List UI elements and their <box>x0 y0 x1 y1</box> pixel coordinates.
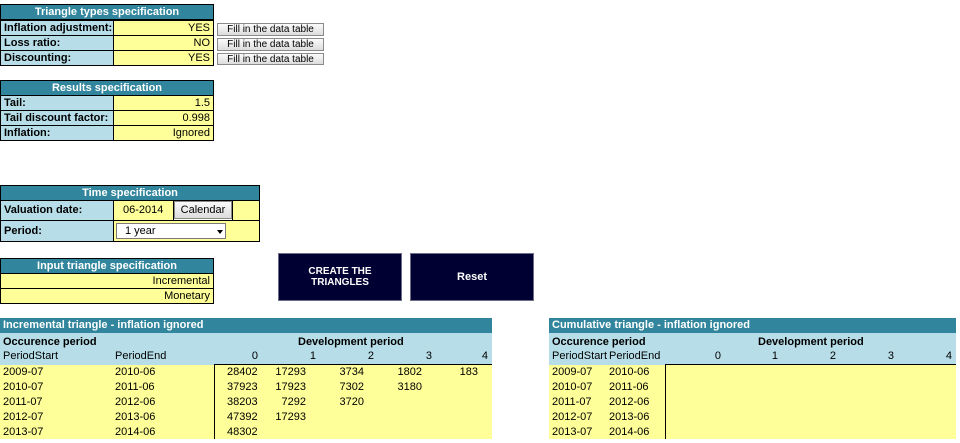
cumulative-col-periodstart: PeriodStart <box>552 350 608 362</box>
cumulative-row-start: 2012-07 <box>552 411 593 423</box>
loss-ratio-label: Loss ratio: <box>0 35 114 51</box>
incremental-row-start: 2011-07 <box>3 396 43 408</box>
incremental-row-end: 2010-06 <box>115 366 156 378</box>
incremental-cell[interactable]: 38203 <box>227 396 258 408</box>
cumulative-row-end: 2011-06 <box>609 381 649 393</box>
cumulative-row-start: 2010-07 <box>552 381 593 393</box>
cumulative-dev-col-1: 1 <box>771 350 778 362</box>
incremental-cell[interactable]: 48302 <box>227 426 258 438</box>
reset-label: Reset <box>457 271 487 283</box>
incremental-row-end: 2013-06 <box>115 411 156 423</box>
incremental-cell[interactable]: 3734 <box>339 366 364 378</box>
incremental-row-end: 2014-06 <box>115 426 156 438</box>
cumulative-row-end: 2010-06 <box>609 366 650 378</box>
tail-discount-factor-label: Tail discount factor: <box>0 110 114 126</box>
incremental-cell[interactable]: 7302 <box>339 381 364 393</box>
loss-ratio-value[interactable]: NO <box>113 35 214 51</box>
incremental-dev-col-0: 0 <box>251 350 258 362</box>
create-triangles-button[interactable]: CREATE THE TRIANGLES <box>278 253 402 301</box>
cumulative-header-border <box>665 364 956 365</box>
incremental-triangle: Incremental triangle - inflation ignored… <box>0 318 492 439</box>
tail-discount-factor-value[interactable]: 0.998 <box>113 110 214 126</box>
valuation-date-label: Valuation date: <box>0 200 114 221</box>
inflation-label: Inflation: <box>0 125 114 141</box>
inflation-value[interactable]: Ignored <box>113 125 214 141</box>
incremental-dev-col-2: 2 <box>367 350 374 362</box>
cumulative-body <box>549 365 956 439</box>
period-select[interactable]: 1 year <box>116 223 226 239</box>
incremental-cell[interactable]: 183 <box>459 366 478 378</box>
cumulative-title: Cumulative triangle - inflation ignored <box>549 318 956 333</box>
incremental-col-periodstart: PeriodStart <box>3 350 59 362</box>
fill-data-table-button-loss-ratio[interactable]: Fill in the data table <box>217 38 324 51</box>
cumulative-dev-col-3: 3 <box>887 350 894 362</box>
incremental-subheader <box>0 333 492 365</box>
triangle-types-title: Triangle types specification <box>0 4 214 20</box>
tail-value[interactable]: 1.5 <box>113 95 214 111</box>
incremental-cell[interactable]: 3720 <box>339 396 364 408</box>
valuation-date-value[interactable]: 06-2014 <box>113 200 174 221</box>
incremental-development-label: Development period <box>298 336 404 348</box>
inflation-adjustment-value[interactable]: YES <box>113 20 214 36</box>
incremental-cell[interactable]: 17293 <box>275 366 306 378</box>
incremental-cell[interactable]: 17923 <box>275 381 306 393</box>
cumulative-values-border <box>665 365 666 439</box>
incremental-row-start: 2010-07 <box>3 381 44 393</box>
incremental-occurrence-label: Occurence period <box>3 336 97 348</box>
input-spec-unit-value[interactable]: Monetary <box>0 288 214 304</box>
input-spec-title: Input triangle specification <box>0 258 214 274</box>
tail-label: Tail: <box>0 95 114 111</box>
incremental-cell[interactable]: 37923 <box>227 381 258 393</box>
fill-data-table-button-discounting[interactable]: Fill in the data table <box>217 53 324 65</box>
incremental-row-start: 2013-07 <box>3 426 44 438</box>
valuation-date-extra-cell <box>232 200 260 221</box>
create-triangles-label: CREATE THE TRIANGLES <box>308 266 372 288</box>
cumulative-row-end: 2013-06 <box>609 411 650 423</box>
incremental-title: Incremental triangle - inflation ignored <box>0 318 492 333</box>
fill-data-table-button-inflation[interactable]: Fill in the data table <box>217 23 324 36</box>
cumulative-dev-col-2: 2 <box>829 350 836 362</box>
period-select-value: 1 year <box>125 225 156 237</box>
cumulative-development-label: Development period <box>758 336 864 348</box>
incremental-cell[interactable]: 3180 <box>397 381 422 393</box>
incremental-header-border <box>214 364 492 365</box>
cumulative-row-start: 2013-07 <box>552 426 593 438</box>
chevron-down-icon[interactable] <box>217 230 223 234</box>
incremental-row-start: 2012-07 <box>3 411 44 423</box>
cumulative-row-start: 2009-07 <box>552 366 593 378</box>
incremental-dev-col-1: 1 <box>309 350 316 362</box>
triangle-types-panel: Triangle types specification <box>0 4 214 20</box>
incremental-values-border <box>214 365 215 439</box>
reset-button[interactable]: Reset <box>410 253 534 301</box>
incremental-row-start: 2009-07 <box>3 366 44 378</box>
cumulative-subheader <box>549 333 956 365</box>
period-label: Period: <box>0 220 114 242</box>
incremental-cell[interactable]: 28402 <box>227 366 258 378</box>
results-title: Results specification <box>0 80 214 96</box>
cumulative-col-periodend: PeriodEnd <box>609 350 661 362</box>
discounting-value[interactable]: YES <box>113 50 214 66</box>
discounting-label: Discounting: <box>0 50 114 66</box>
incremental-cell[interactable]: 17293 <box>275 411 306 423</box>
time-spec-title: Time specification <box>0 185 260 201</box>
cumulative-triangle: Cumulative triangle - inflation ignored … <box>549 318 956 439</box>
incremental-body <box>0 365 492 439</box>
calendar-button[interactable]: Calendar <box>174 201 232 219</box>
cumulative-row-end: 2012-06 <box>609 396 650 408</box>
incremental-col-periodend: PeriodEnd <box>115 350 167 362</box>
incremental-dev-col-3: 3 <box>425 350 432 362</box>
incremental-row-end: 2012-06 <box>115 396 156 408</box>
cumulative-dev-col-0: 0 <box>714 350 721 362</box>
input-spec-type-value[interactable]: Incremental <box>0 273 214 289</box>
incremental-cell[interactable]: 7292 <box>281 396 306 408</box>
cumulative-row-start: 2011-07 <box>552 396 592 408</box>
inflation-adjustment-label: Inflation adjustment: <box>0 20 114 36</box>
incremental-dev-col-4: 4 <box>481 350 488 362</box>
cumulative-row-end: 2014-06 <box>609 426 650 438</box>
incremental-cell[interactable]: 1802 <box>397 366 422 378</box>
cumulative-occurrence-label: Occurence period <box>552 336 646 348</box>
incremental-cell[interactable]: 47392 <box>227 411 258 423</box>
incremental-row-end: 2011-06 <box>115 381 155 393</box>
cumulative-dev-col-4: 4 <box>945 350 952 362</box>
